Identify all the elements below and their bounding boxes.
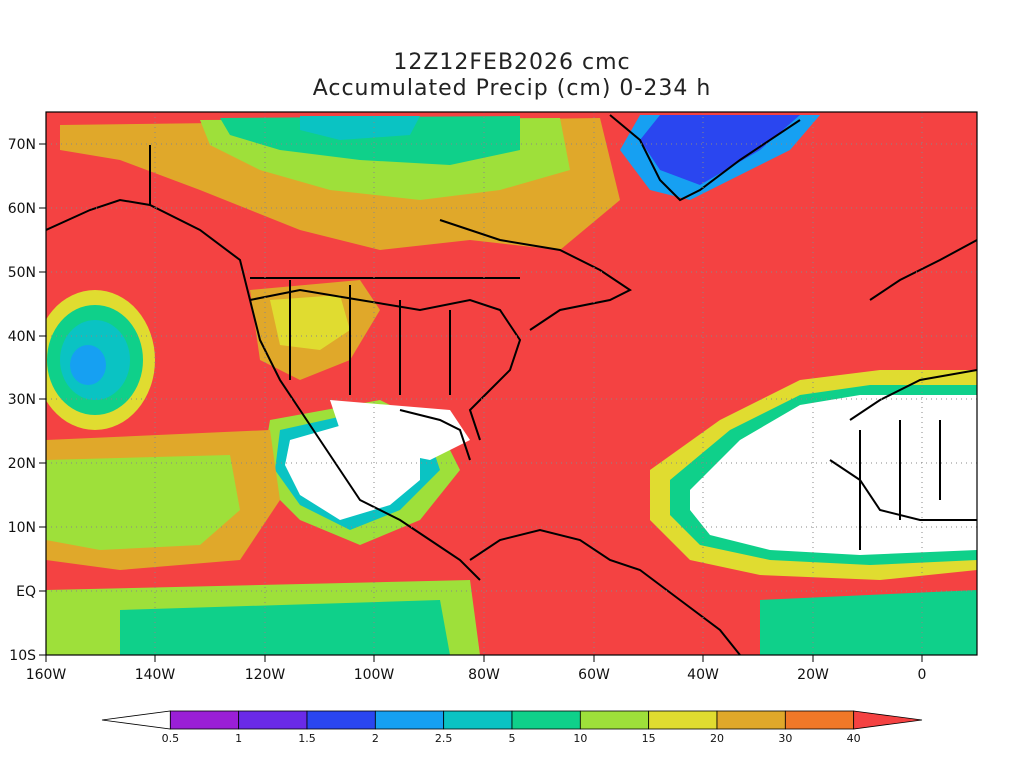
colorbar-swatch [443,710,513,730]
x-tick-label: 60W [578,667,610,683]
y-tick-label: 10S [9,648,36,664]
colorbar-label: 20 [710,732,724,745]
y-tick-label: EQ [16,584,36,600]
x-tick-label: 100W [354,667,395,683]
colorbar-swatch [306,710,376,730]
colorbar-label: 15 [642,732,656,745]
colorbar-label: 30 [778,732,792,745]
y-tick-label: 20N [8,456,36,472]
colorbar-left-triangle [101,710,171,730]
colorbar-swatch [169,710,240,730]
colorbar-swatch [374,710,445,730]
colorbar-label: 2 [372,732,379,745]
x-tick-label: 0 [918,667,927,683]
y-tick-label: 30N [8,392,36,408]
map-title: 12Z12FEB2026 cmc [393,50,631,75]
y-axis-labels: 10S EQ 10N 20N 30N 40N 50N 60N 70N [8,137,36,664]
y-tick-label: 50N [8,265,36,281]
colorbar-swatch [511,710,581,730]
x-tick-label: 40W [687,667,719,683]
colorbar-label: 40 [847,732,861,745]
colorbar-label: 0.5 [162,732,180,745]
y-tick-label: 40N [8,329,36,345]
colorbar-label: 1 [235,732,242,745]
colorbar-swatch [238,710,308,730]
colorbar-swatch [784,710,855,730]
colorbar-label: 5 [509,732,516,745]
colorbar-swatch [716,710,786,730]
coastlines [46,114,977,655]
map-frame [45,111,978,656]
x-tick-label: 80W [468,667,500,683]
colorbar-swatch [648,710,718,730]
colorbar: 0.5 1 1.5 2 2.5 5 10 15 20 30 40 [101,710,923,745]
x-axis-labels: 160W 140W 120W 100W 80W 60W 40W 20W 0 [26,667,927,683]
colorbar-right-triangle [853,710,923,730]
precip-field [46,112,977,655]
y-tick-label: 60N [8,201,36,217]
y-tick-label: 10N [8,520,36,536]
x-tick-label: 160W [26,667,67,683]
colorbar-label: 10 [573,732,587,745]
colorbar-swatch [579,710,650,730]
map-subtitle: Accumulated Precip (cm) 0-234 h [312,76,712,101]
y-tick-label: 70N [8,137,36,153]
tick-marks [39,143,923,662]
x-tick-label: 20W [797,667,829,683]
colorbar-label: 1.5 [298,732,316,745]
colorbar-label: 2.5 [435,732,453,745]
x-tick-label: 120W [245,667,286,683]
x-tick-label: 140W [135,667,176,683]
gridlines [46,112,977,655]
